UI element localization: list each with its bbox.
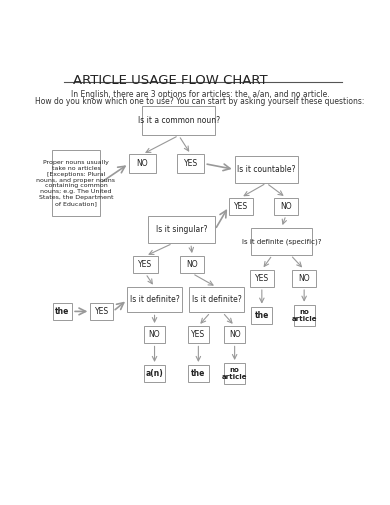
FancyBboxPatch shape bbox=[129, 155, 156, 173]
Text: NO: NO bbox=[298, 274, 310, 283]
FancyBboxPatch shape bbox=[144, 326, 165, 343]
FancyBboxPatch shape bbox=[188, 326, 209, 343]
Text: YES: YES bbox=[184, 159, 198, 168]
Text: a(n): a(n) bbox=[145, 369, 163, 378]
Text: no
article: no article bbox=[291, 309, 317, 322]
Text: NO: NO bbox=[280, 202, 292, 211]
FancyBboxPatch shape bbox=[250, 270, 274, 287]
FancyBboxPatch shape bbox=[127, 287, 182, 313]
Text: Is it a common noun?: Is it a common noun? bbox=[138, 116, 220, 125]
FancyBboxPatch shape bbox=[224, 363, 245, 384]
FancyBboxPatch shape bbox=[235, 156, 298, 183]
FancyBboxPatch shape bbox=[251, 307, 272, 324]
FancyBboxPatch shape bbox=[144, 365, 165, 382]
Text: the: the bbox=[191, 369, 206, 378]
Text: In English, there are 3 options for articles: the, a/an, and no article.: In English, there are 3 options for arti… bbox=[71, 90, 329, 99]
FancyBboxPatch shape bbox=[251, 228, 312, 255]
FancyBboxPatch shape bbox=[142, 106, 215, 135]
Text: NO: NO bbox=[186, 260, 198, 269]
FancyBboxPatch shape bbox=[90, 302, 113, 320]
Text: YES: YES bbox=[234, 202, 248, 211]
Text: no
article: no article bbox=[222, 367, 247, 380]
Text: YES: YES bbox=[191, 330, 206, 339]
Text: YES: YES bbox=[95, 307, 109, 316]
FancyBboxPatch shape bbox=[294, 305, 315, 326]
Text: ARTICLE USAGE FLOW CHART: ARTICLE USAGE FLOW CHART bbox=[73, 74, 268, 87]
FancyBboxPatch shape bbox=[189, 287, 244, 313]
FancyBboxPatch shape bbox=[149, 216, 215, 243]
Text: Is it singular?: Is it singular? bbox=[156, 225, 207, 234]
Text: the: the bbox=[55, 307, 69, 316]
FancyBboxPatch shape bbox=[274, 197, 298, 215]
Text: YES: YES bbox=[138, 260, 152, 269]
FancyBboxPatch shape bbox=[52, 150, 100, 216]
Text: the: the bbox=[255, 311, 269, 320]
FancyBboxPatch shape bbox=[229, 197, 253, 215]
Text: NO: NO bbox=[229, 330, 241, 339]
Text: Is it definite?: Is it definite? bbox=[191, 295, 241, 304]
FancyBboxPatch shape bbox=[177, 155, 204, 173]
Text: NO: NO bbox=[136, 159, 148, 168]
FancyBboxPatch shape bbox=[292, 270, 316, 287]
Text: NO: NO bbox=[149, 330, 160, 339]
FancyBboxPatch shape bbox=[224, 326, 245, 343]
Text: Is it countable?: Is it countable? bbox=[237, 165, 296, 174]
Text: How do you know which one to use? You can start by asking yourself these questio: How do you know which one to use? You ca… bbox=[35, 97, 365, 106]
FancyBboxPatch shape bbox=[53, 302, 72, 320]
Text: Is it definite?: Is it definite? bbox=[129, 295, 179, 304]
Text: Is it definite (specific)?: Is it definite (specific)? bbox=[242, 238, 321, 244]
Text: Proper nouns usually
take no articles
[Exceptions: Plural
nouns, and proper noun: Proper nouns usually take no articles [E… bbox=[36, 160, 115, 206]
FancyBboxPatch shape bbox=[133, 256, 158, 274]
FancyBboxPatch shape bbox=[188, 365, 209, 382]
FancyBboxPatch shape bbox=[180, 256, 204, 274]
Text: YES: YES bbox=[255, 274, 269, 283]
